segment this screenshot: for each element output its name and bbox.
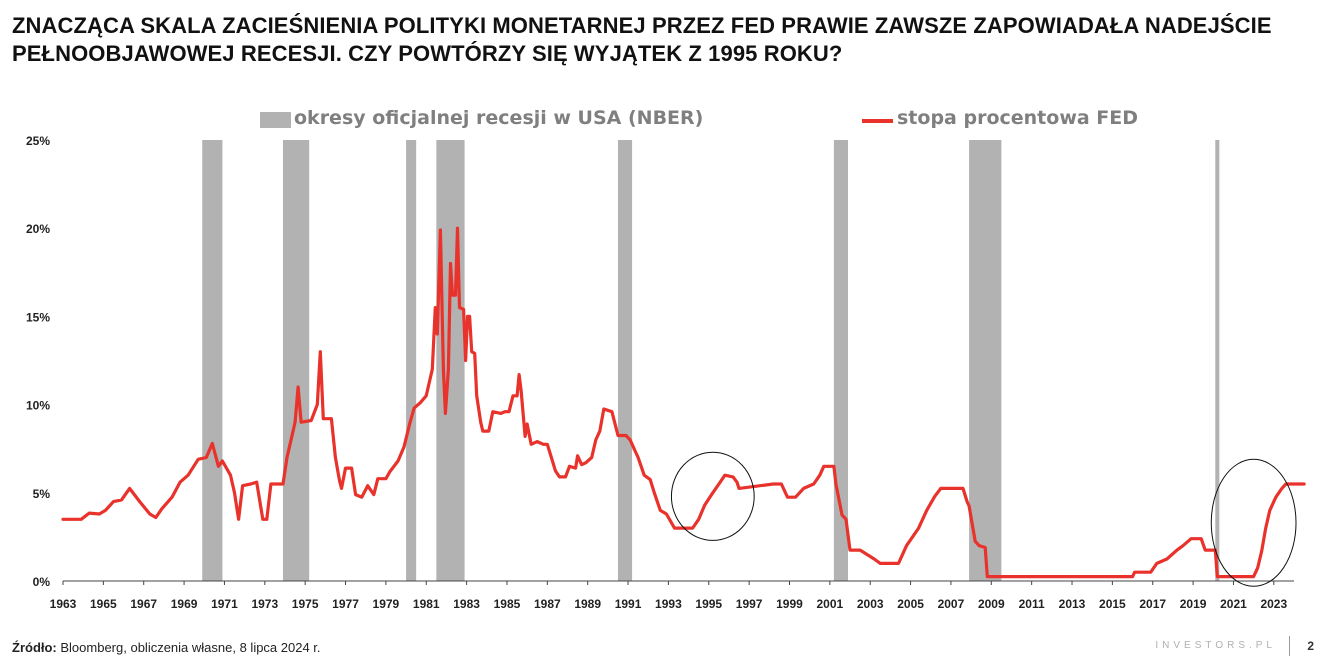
x-tick-label: 2013 bbox=[1059, 597, 1086, 610]
recession-band bbox=[617, 140, 633, 581]
y-tick-label: 10% bbox=[26, 399, 50, 413]
x-tick-label: 2005 bbox=[897, 597, 924, 610]
x-tick-label: 1983 bbox=[453, 597, 480, 610]
source-text: Bloomberg, obliczenia własne, 8 lipca 20… bbox=[56, 640, 321, 655]
y-tick-label: 15% bbox=[26, 310, 50, 324]
x-tick-label: 1987 bbox=[534, 597, 561, 610]
x-tick-label: 1995 bbox=[695, 597, 722, 610]
x-tick-label: 1985 bbox=[494, 597, 521, 610]
x-tick-label: 2021 bbox=[1220, 597, 1247, 610]
x-tick-label: 1973 bbox=[251, 597, 278, 610]
x-tick-label: 1981 bbox=[413, 597, 440, 610]
x-tick-label: 2017 bbox=[1139, 597, 1166, 610]
recession-band bbox=[1215, 140, 1220, 581]
recession-band bbox=[282, 140, 310, 581]
recession-band bbox=[436, 140, 465, 581]
x-tick-label: 1967 bbox=[130, 597, 157, 610]
y-tick-label: 0% bbox=[33, 575, 51, 589]
x-tick-label: 2023 bbox=[1260, 597, 1287, 610]
y-tick-label: 25% bbox=[26, 134, 50, 148]
annotation-circles bbox=[670, 451, 1297, 587]
recession-bands bbox=[202, 140, 1220, 581]
recession-band bbox=[833, 140, 849, 581]
x-tick-label: 2009 bbox=[978, 597, 1005, 610]
page-number: 2 bbox=[1307, 639, 1314, 653]
x-tick-label: 1975 bbox=[292, 597, 319, 610]
x-tick-label: 1979 bbox=[373, 597, 400, 610]
chart-axes: 1963 1965 1967 1969 1971 1973 1975 1977 1979 1981… bbox=[26, 134, 1294, 610]
x-tick-label: 1989 bbox=[574, 597, 601, 610]
fed-rate-chart: 1963 1965 1967 1969 1971 1973 1975 1977 1979 1981… bbox=[26, 134, 1306, 610]
x-tick-label: 2003 bbox=[857, 597, 884, 610]
y-tick-label: 20% bbox=[26, 222, 50, 236]
legend-fed-swatch bbox=[862, 119, 893, 123]
x-tick-label: 1969 bbox=[171, 597, 198, 610]
x-tick-label: 1971 bbox=[211, 597, 238, 610]
brand-logo: INVESTORS.PL bbox=[1155, 640, 1276, 651]
x-tick-label: 1993 bbox=[655, 597, 682, 610]
x-tick-label: 2001 bbox=[817, 597, 844, 610]
fed-rate-line bbox=[61, 226, 1306, 579]
x-tick-label: 2019 bbox=[1180, 597, 1207, 610]
x-tick-label: 1991 bbox=[615, 597, 642, 610]
x-tick-label: 2011 bbox=[1019, 597, 1045, 610]
chart-legend: okresy oficjalnej recesji w USA (NBER) s… bbox=[0, 106, 1330, 136]
recession-band bbox=[202, 140, 223, 581]
x-tick-label: 2015 bbox=[1099, 597, 1126, 610]
page-title: ZNACZĄCA SKALA ZACIEŚNIENIA POLITYKI MON… bbox=[12, 13, 1272, 66]
x-tick-label: 1997 bbox=[736, 597, 763, 610]
legend-recession-swatch bbox=[260, 112, 291, 128]
source-note: Źródło: Bloomberg, obliczenia własne, 8 … bbox=[12, 640, 321, 655]
x-tick-label: 2007 bbox=[938, 597, 965, 610]
y-tick-label: 5% bbox=[33, 487, 51, 501]
recession-band bbox=[969, 140, 1002, 581]
page-divider bbox=[1289, 636, 1290, 656]
legend-recession-label: okresy oficjalnej recesji w USA (NBER) bbox=[294, 107, 704, 129]
x-tick-label: 1963 bbox=[50, 597, 77, 610]
x-tick-label: 1977 bbox=[332, 597, 359, 610]
annotation-ellipse bbox=[1210, 458, 1297, 587]
x-tick-label: 1999 bbox=[776, 597, 803, 610]
x-tick-label: 1965 bbox=[90, 597, 117, 610]
legend-fed-label: stopa procentowa FED bbox=[897, 107, 1139, 129]
fed-rate-line-group bbox=[61, 226, 1306, 579]
annotation-ellipse bbox=[670, 451, 755, 541]
source-label: Źródło: bbox=[12, 640, 57, 655]
recession-band bbox=[406, 140, 417, 581]
